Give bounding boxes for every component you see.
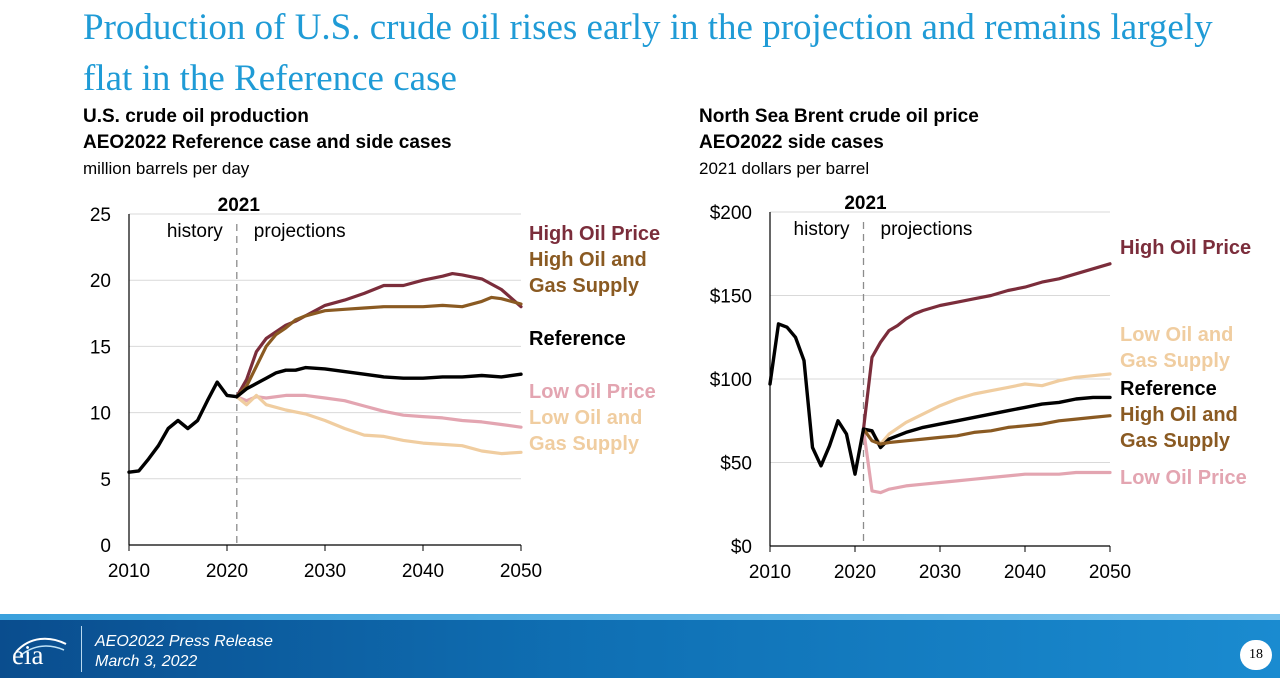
footer-divider (81, 626, 82, 672)
slide-title: Production of U.S. crude oil rises early… (83, 7, 1213, 99)
brent-series-low-oil-and-gas-supply (861, 372, 1112, 446)
production-series-high-oil-and-gas-supply (235, 295, 523, 399)
brent-history-line (768, 322, 866, 476)
brent-series-high-oil-and-gas-supply (861, 414, 1112, 446)
brent-x-tick-label: 2050 (1089, 562, 1131, 583)
production-x-tick-label: 2050 (500, 561, 542, 582)
brent-x-tick-label: 2010 (749, 562, 791, 583)
production-y-tick-label: 5 (100, 470, 111, 491)
production-series-label-line: Gas Supply (529, 433, 640, 455)
production-series-label-reference: Reference (529, 328, 626, 350)
brent-series-label-reference: Reference (1120, 378, 1217, 400)
production-series-reference (235, 365, 523, 399)
brent-series-low-oil-price (861, 427, 1112, 495)
brent-series-label-high-oil-price: High Oil Price (1120, 237, 1251, 259)
production-divider-year: 2021 (218, 195, 261, 216)
production-history-line (127, 380, 239, 474)
brent-chart-title: North Sea Brent crude oil price (699, 106, 979, 127)
eia-logo-icon (15, 637, 67, 657)
production-y-tick-label: 25 (90, 205, 111, 226)
production-y-tick-label: 20 (90, 271, 111, 292)
eia-logo-text: eia (12, 640, 44, 670)
production-series-label-low-oil-and-gas-supply: Low Oil and Gas Supply (529, 407, 642, 455)
brent-y-tick-label: $50 (720, 454, 752, 475)
brent-series-label-line: High Oil Price (1120, 237, 1251, 259)
production-series-low-oil-and-gas-supply (235, 393, 523, 456)
production-chart-header: U.S. crude oil production AEO2022 Refere… (83, 104, 452, 182)
brent-projections-label: projections (881, 219, 973, 240)
production-line-chart: 0 5 10 15 20 25 2010 2020 2030 2040 2050 2021 histor… (90, 195, 660, 582)
brent-series-label-line: Low Oil and (1120, 324, 1233, 346)
brent-x-tick-label: 2020 (834, 562, 876, 583)
production-series-label-line: Gas Supply (529, 275, 640, 297)
brent-series-label-line: Gas Supply (1120, 430, 1231, 452)
production-series-label-line: High Oil and (529, 249, 647, 271)
production-series-label-high-oil-and-gas-supply: High Oil and Gas Supply (529, 249, 647, 297)
page-number: 18 (1240, 640, 1272, 670)
production-x-tick-label: 2040 (402, 561, 444, 582)
brent-chart-header: North Sea Brent crude oil price AEO2022 … (699, 104, 979, 182)
production-series-label-line: Low Oil and (529, 407, 642, 429)
production-y-tick-label: 15 (90, 337, 111, 358)
brent-history-label: history (794, 219, 850, 240)
brent-x-tick-label: 2030 (919, 562, 961, 583)
production-series-high-oil-price (235, 272, 523, 399)
brent-series-high-oil-price (861, 262, 1112, 431)
production-series-label-low-oil-price: Low Oil Price (529, 381, 656, 403)
brent-chart-unit: 2021 dollars per barrel (699, 159, 870, 178)
brent-series-label-line: Gas Supply (1120, 350, 1231, 372)
brent-divider-year: 2021 (844, 193, 887, 214)
production-series-low-oil-price (235, 393, 523, 429)
brent-series-label-line: Low Oil Price (1120, 467, 1247, 489)
brent-series-label-line: Reference (1120, 378, 1217, 400)
footer-bar: eia AEO2022 Press Release March 3, 2022 … (0, 614, 1280, 678)
brent-y-tick-label: $100 (710, 370, 752, 391)
production-x-tick-label: 2030 (304, 561, 346, 582)
production-y-tick-label: 10 (90, 404, 111, 425)
footer-text: AEO2022 Press Release March 3, 2022 (95, 632, 273, 672)
production-x-tick-label: 2010 (108, 561, 150, 582)
production-chart-title: U.S. crude oil production (83, 106, 309, 127)
production-history-label: history (167, 221, 223, 242)
brent-y-tick-label: $0 (731, 537, 752, 558)
brent-series-label-line: High Oil and (1120, 404, 1238, 426)
production-chart-subtitle: AEO2022 Reference case and side cases (83, 132, 452, 153)
brent-series-label-low-oil-price: Low Oil Price (1120, 467, 1247, 489)
production-y-tick-label: 0 (100, 536, 111, 557)
production-series-label-line: Low Oil Price (529, 381, 656, 403)
brent-y-tick-label: $150 (710, 287, 752, 308)
brent-series-label-high-oil-and-gas-supply: High Oil and Gas Supply (1120, 404, 1238, 452)
production-series-label-line: Reference (529, 328, 626, 350)
production-projections-label: projections (254, 221, 346, 242)
production-chart-unit: million barrels per day (83, 159, 250, 178)
production-series-label-line: High Oil Price (529, 223, 660, 245)
brent-y-tick-label: $200 (710, 203, 752, 224)
brent-chart-subtitle: AEO2022 side cases (699, 132, 884, 153)
footer-release-date: March 3, 2022 (95, 653, 198, 670)
footer-release-title: AEO2022 Press Release (95, 633, 273, 650)
footer-accent-band (0, 614, 1280, 620)
brent-price-line-chart: $0 $50 $100 $150 $200 2010 2020 2030 2040 2050 202… (710, 193, 1251, 583)
production-x-tick-label: 2020 (206, 561, 248, 582)
production-series-label-high-oil-price: High Oil Price (529, 223, 660, 245)
brent-series-label-low-oil-and-gas-supply: Low Oil and Gas Supply (1120, 324, 1233, 372)
brent-x-tick-label: 2040 (1004, 562, 1046, 583)
